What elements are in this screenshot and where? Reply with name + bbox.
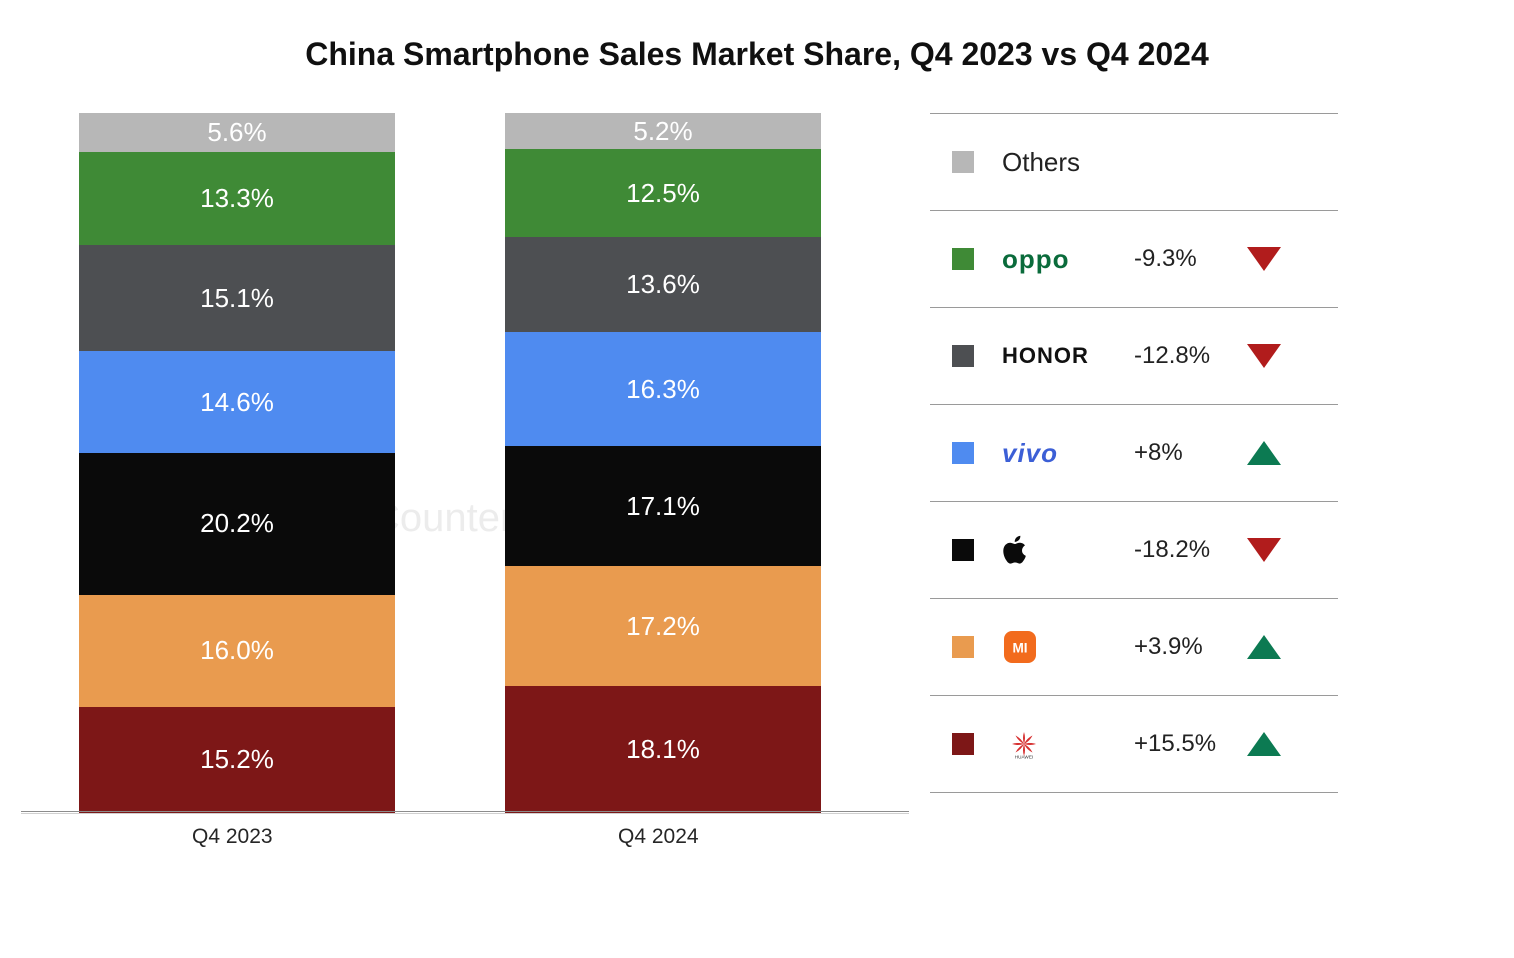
segment-honor: 13.6%	[505, 237, 821, 332]
chart-title: China Smartphone Sales Market Share, Q4 …	[0, 36, 1514, 73]
axis-label: Q4 2023	[192, 825, 273, 849]
axis-label: Q4 2024	[618, 825, 699, 849]
legend-row-vivo: vivo +8%	[930, 405, 1338, 502]
segment-xiaomi: 16.0%	[79, 595, 395, 707]
triangle-up-icon	[1247, 635, 1281, 659]
legend-swatch	[952, 345, 974, 367]
legend: Others oppo -9.3% HONOR -12.8% vivo +8% -18.2% M…	[930, 113, 1338, 793]
segment-honor: 15.1%	[79, 245, 395, 351]
legend-change-value: +15.5%	[1134, 730, 1244, 758]
segment-value-label: 12.5%	[626, 178, 700, 209]
legend-change-value: -12.8%	[1134, 342, 1244, 370]
svg-text:MI: MI	[1012, 641, 1027, 656]
segment-value-label: 17.1%	[626, 491, 700, 522]
legend-brand-oppo: oppo	[1002, 244, 1112, 275]
segment-huawei: 15.2%	[79, 707, 395, 813]
legend-row-honor: HONOR -12.8%	[930, 308, 1338, 405]
legend-swatch	[952, 151, 974, 173]
svg-text:HUAWEI: HUAWEI	[1015, 755, 1033, 760]
legend-change-value: -18.2%	[1134, 536, 1244, 564]
segment-others: 5.2%	[505, 113, 821, 149]
legend-row-huawei: HUAWEI +15.5%	[930, 696, 1338, 793]
triangle-up-icon	[1247, 732, 1281, 756]
segment-value-label: 13.6%	[626, 269, 700, 300]
triangle-down-icon	[1247, 344, 1281, 368]
legend-change-arrow	[1244, 441, 1284, 465]
axis-labels: Q4 2023 Q4 2024	[25, 825, 905, 855]
legend-brand-huawei: HUAWEI	[1002, 728, 1112, 760]
legend-row-others: Others	[930, 113, 1338, 211]
legend-change-value: +8%	[1134, 439, 1244, 467]
legend-change-value: +3.9%	[1134, 633, 1244, 661]
segment-value-label: 18.1%	[626, 734, 700, 765]
legend-swatch	[952, 248, 974, 270]
axis-line-secondary	[21, 813, 909, 814]
legend-row-xiaomi: MI +3.9%	[930, 599, 1338, 696]
chart-area: Counterpoint 5.6%13.3%15.1%14.6%20.2%16.…	[25, 113, 905, 853]
segment-vivo: 14.6%	[79, 351, 395, 453]
legend-swatch	[952, 733, 974, 755]
segment-value-label: 13.3%	[200, 183, 274, 214]
legend-change-arrow	[1244, 538, 1284, 562]
triangle-up-icon	[1247, 441, 1281, 465]
legend-row-apple: -18.2%	[930, 502, 1338, 599]
bar-q4-2023: 5.6% 13.3% 15.1% 14.6% 20.2% 16.0% 15.2%	[79, 113, 395, 813]
legend-brand-vivo: vivo	[1002, 438, 1112, 469]
segment-oppo: 12.5%	[505, 149, 821, 237]
legend-brand-others: Others	[1002, 147, 1112, 178]
bar-q4-2024: 5.2% 12.5% 13.6% 16.3% 17.1% 17.2% 18.1%	[505, 113, 821, 813]
segment-value-label: 5.2%	[633, 116, 692, 147]
triangle-down-icon	[1247, 538, 1281, 562]
segment-vivo: 16.3%	[505, 332, 821, 446]
segment-apple: 20.2%	[79, 453, 395, 594]
page: China Smartphone Sales Market Share, Q4 …	[0, 0, 1514, 958]
legend-swatch	[952, 442, 974, 464]
legend-change-arrow	[1244, 732, 1284, 756]
segment-huawei: 18.1%	[505, 686, 821, 813]
legend-swatch	[952, 636, 974, 658]
segment-value-label: 5.6%	[207, 117, 266, 148]
segment-xiaomi: 17.2%	[505, 566, 821, 686]
segment-value-label: 17.2%	[626, 611, 700, 642]
segment-others: 5.6%	[79, 113, 395, 152]
segment-value-label: 14.6%	[200, 387, 274, 418]
segment-value-label: 15.2%	[200, 744, 274, 775]
legend-brand-xiaomi: MI	[1002, 631, 1112, 663]
segment-apple: 17.1%	[505, 446, 821, 566]
bars-frame: 5.6% 13.3% 15.1% 14.6% 20.2% 16.0% 15.2% 5.2% 12…	[25, 113, 905, 813]
segment-value-label: 15.1%	[200, 283, 274, 314]
legend-row-oppo: oppo -9.3%	[930, 211, 1338, 308]
triangle-down-icon	[1247, 247, 1281, 271]
segment-value-label: 16.0%	[200, 635, 274, 666]
segment-value-label: 20.2%	[200, 508, 274, 539]
segment-oppo: 13.3%	[79, 152, 395, 245]
legend-brand-apple	[1002, 534, 1112, 566]
legend-change-arrow	[1244, 635, 1284, 659]
legend-change-value: -9.3%	[1134, 245, 1244, 273]
legend-brand-honor: HONOR	[1002, 343, 1112, 369]
axis-line	[21, 811, 909, 812]
segment-value-label: 16.3%	[626, 374, 700, 405]
legend-change-arrow	[1244, 344, 1284, 368]
legend-swatch	[952, 539, 974, 561]
legend-change-arrow	[1244, 247, 1284, 271]
